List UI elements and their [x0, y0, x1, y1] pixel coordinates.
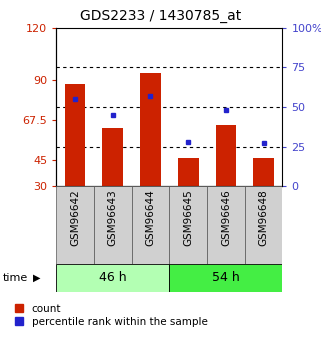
Text: GSM96645: GSM96645	[183, 189, 193, 246]
Text: ▶: ▶	[33, 273, 41, 283]
Bar	[94, 186, 132, 264]
Bar	[56, 186, 94, 264]
Bar	[215, 125, 236, 186]
Text: time: time	[3, 273, 29, 283]
Bar	[65, 84, 85, 186]
Bar	[102, 128, 123, 186]
Bar	[178, 158, 199, 186]
Bar	[132, 186, 169, 264]
Bar	[207, 186, 245, 264]
Bar	[169, 264, 282, 292]
Legend: count, percentile rank within the sample: count, percentile rank within the sample	[15, 304, 207, 327]
Bar	[56, 264, 169, 292]
Bar	[245, 186, 282, 264]
Bar	[253, 158, 274, 186]
Bar	[169, 186, 207, 264]
Text: GDS2233 / 1430785_at: GDS2233 / 1430785_at	[80, 9, 241, 23]
Text: GSM96648: GSM96648	[259, 189, 269, 246]
Text: GSM96642: GSM96642	[70, 189, 80, 246]
Text: GSM96646: GSM96646	[221, 189, 231, 246]
Text: 46 h: 46 h	[99, 271, 126, 284]
Text: 54 h: 54 h	[212, 271, 240, 284]
Bar	[140, 73, 161, 186]
Text: GSM96643: GSM96643	[108, 189, 118, 246]
Text: GSM96644: GSM96644	[145, 189, 155, 246]
